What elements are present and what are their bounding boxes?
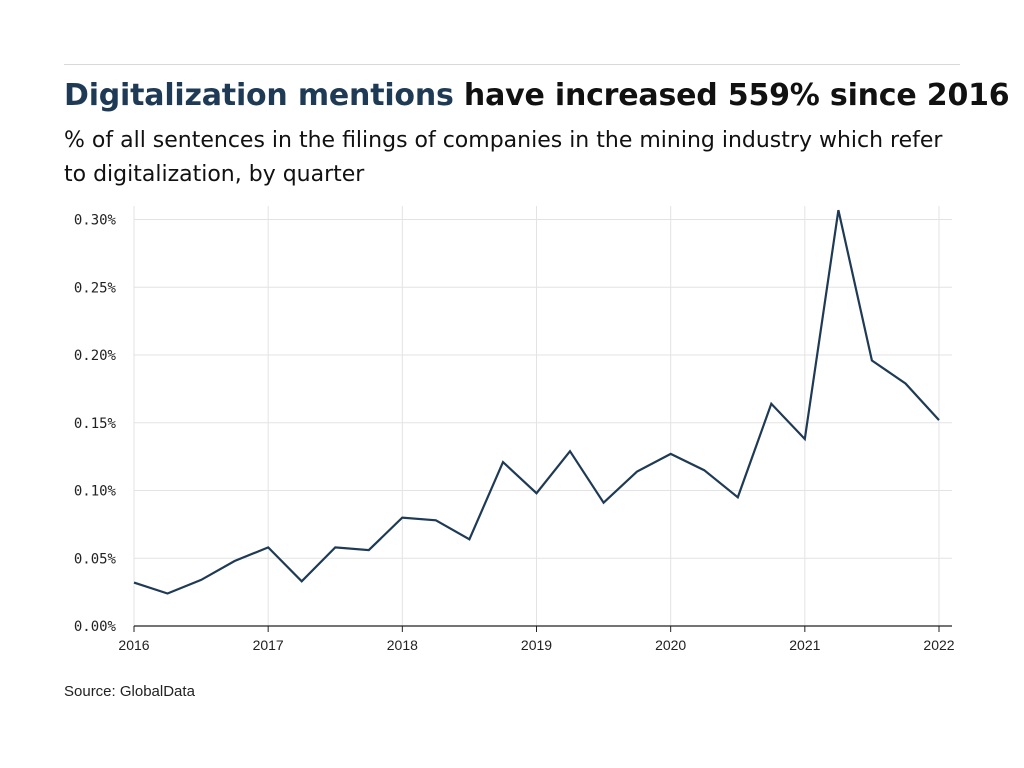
x-tick-label: 2018 <box>387 637 418 653</box>
x-tick-label: 2019 <box>521 637 552 653</box>
y-tick-label: 0.20% <box>74 348 117 364</box>
grid-layer <box>133 206 952 626</box>
x-tick-label: 2021 <box>789 637 820 653</box>
y-tick-label: 0.25% <box>74 280 117 296</box>
y-tick-label: 0.05% <box>74 551 117 567</box>
chart-subtitle: % of all sentences in the filings of com… <box>64 128 943 187</box>
axis-layer <box>133 625 952 632</box>
x-tick-label: 2022 <box>923 637 954 653</box>
chart-title-rest: have increased 559% since 2016 <box>463 78 1010 113</box>
source-note: Source: GlobalData <box>64 683 195 700</box>
chart-title-highlight: Digitalization mentions <box>64 78 454 113</box>
label-layer: 0.00% 0.05% 0.10% 0.15% 0.20% 0.25% 0.30% 2016 2… <box>74 213 955 653</box>
x-tick-label: 2017 <box>253 637 284 653</box>
y-tick-label: 0.30% <box>74 213 117 229</box>
y-tick-label: 0.00% <box>74 619 117 635</box>
y-tick-label: 0.15% <box>74 416 117 432</box>
chart-title: Digitalization mentions have increased 5… <box>64 78 1010 113</box>
x-tick-label: 2016 <box>118 637 149 653</box>
top-divider <box>64 64 960 65</box>
x-tick-label: 2020 <box>655 637 686 653</box>
y-tick-label: 0.10% <box>74 484 117 500</box>
series-layer <box>133 209 940 595</box>
